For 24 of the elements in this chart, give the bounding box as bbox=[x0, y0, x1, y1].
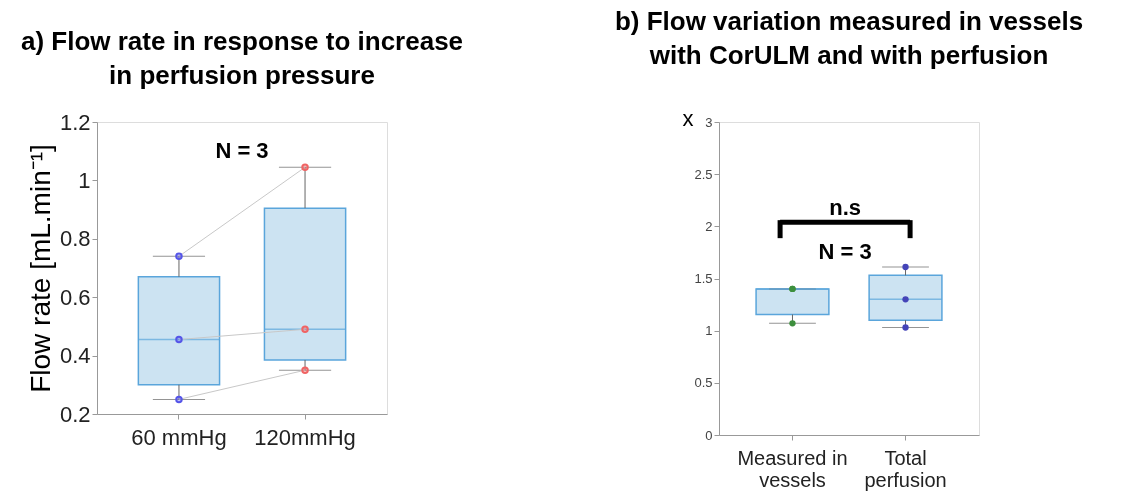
y-tick-label: 0.8 bbox=[59, 226, 91, 252]
annotation: n.s bbox=[829, 195, 861, 221]
annotation: N = 3 bbox=[818, 239, 872, 265]
y-axis-title: Flow rate [mL.min⁻¹] bbox=[24, 144, 56, 393]
y-tick-label: 0.4 bbox=[59, 343, 91, 369]
chart-title: b) Flow variation measured in vessels with CorULM and with perfusion bbox=[614, 6, 1084, 70]
annotation: N = 3 bbox=[215, 138, 269, 164]
y-tick-label: 1.5 bbox=[694, 271, 713, 286]
y-tick-label: 0.6 bbox=[59, 284, 91, 310]
x-tick-label: Measured in vessels bbox=[737, 446, 848, 491]
y-tick-label: 1 bbox=[705, 323, 713, 339]
y-tick-label: 0.2 bbox=[59, 401, 91, 427]
x-tick-label: 60 mmHg bbox=[131, 424, 227, 450]
y-tick-label: 1.2 bbox=[59, 109, 91, 135]
y-tick-label: 3 bbox=[705, 114, 713, 130]
y-tick-label: 0.5 bbox=[694, 375, 713, 391]
chart-title: a) Flow rate in response to increase in perfusion pressure bbox=[20, 26, 464, 90]
x-tick-label: 120mmHg bbox=[254, 424, 356, 450]
y-tick-label: 0 bbox=[705, 427, 713, 443]
x-tick-label: Total perfusion bbox=[864, 446, 947, 491]
y-axis-title: x bbox=[682, 105, 694, 131]
y-tick-label: 2 bbox=[705, 218, 713, 234]
y-tick-label: 2.5 bbox=[694, 166, 713, 182]
y-tick-label: 1 bbox=[78, 167, 91, 193]
